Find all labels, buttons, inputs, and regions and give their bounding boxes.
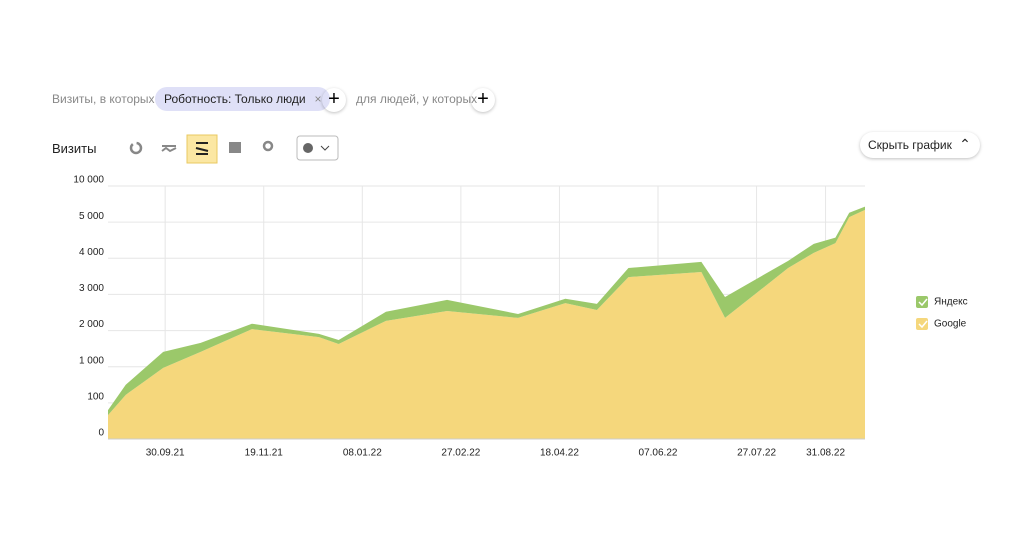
legend-check xyxy=(918,320,928,329)
legend-label: Яндекс xyxy=(934,297,968,308)
y-tick-label: 100 xyxy=(87,391,104,402)
y-tick-label: 2 000 xyxy=(79,319,104,330)
area xyxy=(108,209,865,439)
icon-comment xyxy=(303,143,313,153)
legend-swatch xyxy=(916,318,928,330)
x-tick-label: 07.06.22 xyxy=(639,448,678,459)
y-tick-label: 0 xyxy=(98,428,104,439)
x-tick-label: 08.01.22 xyxy=(343,448,382,459)
y-tick-label: 10 000 xyxy=(73,175,104,186)
icon-comments[interactable] xyxy=(296,135,339,161)
legend-check xyxy=(918,298,928,307)
button-label: Скрыть график xyxy=(868,138,952,152)
icon-area xyxy=(195,142,209,155)
legend-label: Google xyxy=(934,319,967,330)
chart-type-icons xyxy=(129,134,339,164)
filter-chip[interactable]: Роботность: Только люди × xyxy=(155,87,330,111)
y-tick-label: 4 000 xyxy=(79,247,104,258)
chip-close[interactable]: × xyxy=(314,92,322,106)
add-filter[interactable]: + xyxy=(322,88,346,112)
filter-prefix: Визиты, в которых xyxy=(52,92,155,106)
x-tick-label: 27.07.22 xyxy=(737,448,776,459)
icon-bars[interactable] xyxy=(229,142,241,153)
x-tick-label: 18.04.22 xyxy=(540,448,579,459)
add-filter[interactable]: + xyxy=(471,88,495,112)
icon-caret xyxy=(320,145,330,151)
x-tick-label: 30.09.21 xyxy=(146,448,185,459)
legend-swatch xyxy=(916,296,928,308)
x-tick-label: 27.02.22 xyxy=(441,448,480,459)
caret: ⌃ xyxy=(959,136,971,152)
y-tick-label: 1 000 xyxy=(79,355,104,366)
area xyxy=(108,206,865,416)
x-tick-label: 19.11.21 xyxy=(245,448,284,459)
x-tick-label: 31.08.22 xyxy=(806,448,845,459)
chip-label: Роботность: Только люди xyxy=(164,92,306,106)
icon-map[interactable] xyxy=(262,140,274,152)
y-tick-label: 5 000 xyxy=(79,211,104,222)
filter-suffix: для людей, у которых xyxy=(356,92,478,106)
icon-line[interactable] xyxy=(161,145,177,153)
metric-title: Визиты xyxy=(52,141,97,156)
icon-pie[interactable] xyxy=(129,141,143,155)
hide-chart-button[interactable]: Скрыть график ⌃ xyxy=(860,132,980,158)
y-tick-label: 3 000 xyxy=(79,283,104,294)
